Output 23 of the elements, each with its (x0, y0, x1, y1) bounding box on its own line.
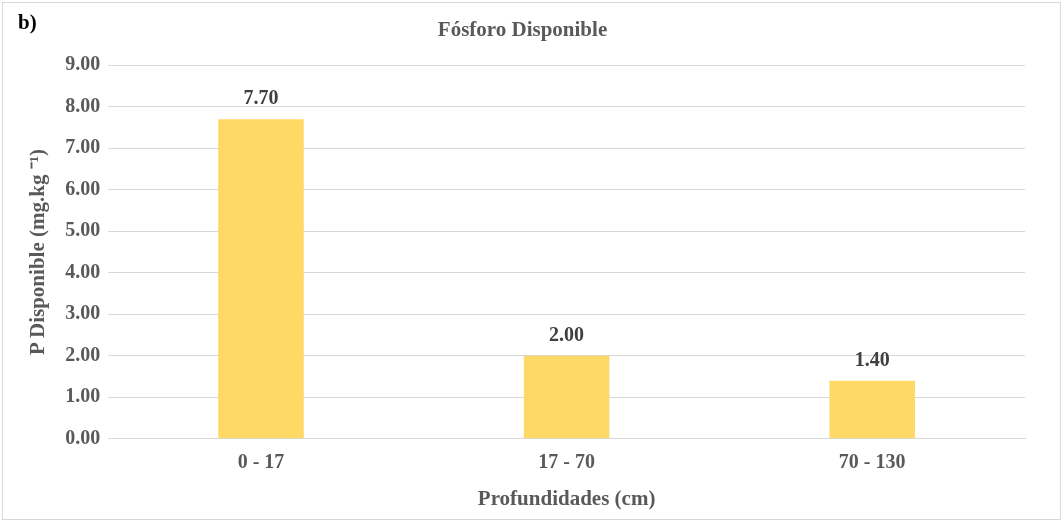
y-tick-label: 4.00 (65, 259, 101, 282)
y-tick-label: 6.00 (65, 176, 101, 199)
y-tick-label: 5.00 (65, 218, 101, 241)
text: b) (18, 10, 37, 35)
bar (218, 119, 304, 439)
y-tick-label: 1.00 (65, 384, 101, 407)
bar (829, 380, 915, 439)
y-tick-label: 0.00 (65, 425, 101, 448)
x-tick-label: 0 - 17 (237, 449, 285, 472)
chart-title: Fósforo Disponible (437, 17, 608, 42)
x-axis-title: Profundidades (cm) (477, 485, 656, 510)
y-tick-label: 9.00 (65, 52, 101, 75)
data-label: 1.40 (854, 347, 890, 370)
y-tick-label: 3.00 (65, 301, 101, 324)
y-axis-title: P Disponible (mg.kg ⁻¹) (25, 149, 50, 355)
bar (523, 355, 610, 439)
data-label: 2.00 (549, 322, 585, 345)
data-label: 7.70 (243, 86, 279, 109)
y-tick-label: 2.00 (65, 342, 101, 365)
y-tick-label: 7.00 (65, 135, 101, 158)
x-tick-label: 70 - 130 (838, 449, 906, 472)
y-tick-label: 8.00 (65, 93, 101, 116)
x-tick-label: 17 - 70 (538, 449, 595, 472)
